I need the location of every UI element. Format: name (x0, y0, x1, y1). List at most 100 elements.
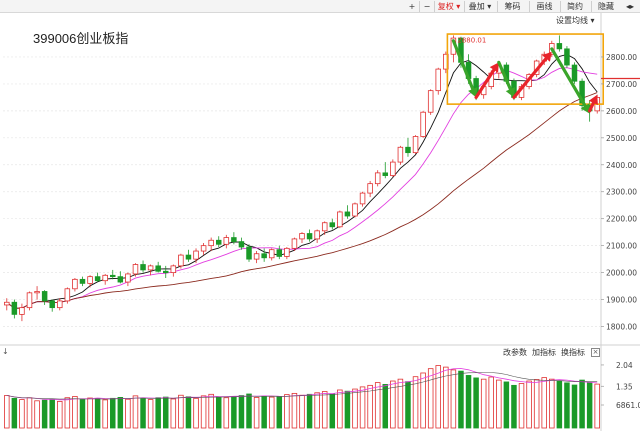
arrow-head (588, 94, 598, 105)
draw-line-button[interactable]: 画线 (536, 2, 553, 11)
ma-settings-dropdown[interactable]: 设置均线 ▾ (556, 16, 595, 25)
candle-body (41, 291, 48, 302)
candle-body (49, 300, 55, 309)
simple-mode-button[interactable]: 简约 (567, 2, 583, 11)
candle (64, 287, 71, 304)
edit-params-button[interactable]: 改参数 (503, 348, 527, 357)
candlestick-chart[interactable]: 2800.00 2700.00 2600.00 2500.00 2400.00 2300.… (0, 13, 640, 431)
volume-bar (397, 378, 404, 429)
candle (564, 46, 570, 68)
candle-body (420, 111, 426, 137)
candle-body (564, 48, 570, 66)
hide-button[interactable]: 隐藏 (598, 2, 614, 11)
high-price-annotation: 2880.01 (457, 36, 486, 44)
add-indicator-button[interactable]: 加指标 (532, 348, 556, 357)
scroll-arrows-button[interactable]: ◂▸ (625, 2, 635, 11)
volume-bar (405, 381, 411, 429)
candle (284, 247, 290, 260)
candle-body (200, 245, 207, 252)
volume-bar (571, 384, 578, 429)
volume-bar (261, 395, 267, 429)
candle (193, 248, 199, 264)
candle (117, 271, 124, 284)
candle (155, 261, 161, 273)
index-title: 399006创业板指 (33, 31, 129, 46)
close-panel-button[interactable]: × (591, 348, 600, 357)
volume-bar (57, 401, 63, 429)
volume-axis: 2.04 1.35 6861.00 (601, 361, 640, 410)
overlay-dropdown[interactable]: 叠加 ▾ (468, 2, 492, 11)
candle (261, 248, 267, 262)
volume-bar (579, 379, 585, 429)
volume-bar (178, 394, 184, 429)
volume-bar (594, 383, 600, 429)
candle (405, 137, 411, 157)
chart-gridlines (0, 13, 640, 431)
candle (337, 210, 343, 229)
candle (34, 286, 40, 300)
volume-bar (511, 384, 517, 429)
volume-bar (64, 397, 71, 429)
candle (382, 162, 389, 179)
candle (579, 78, 585, 111)
candle (397, 145, 404, 165)
volume-bar (427, 368, 434, 429)
arrow-shaft (512, 56, 548, 99)
volume-bar (367, 384, 373, 429)
candle (110, 269, 116, 280)
zoom-in-button[interactable]: + (408, 2, 416, 11)
adjust-price-dropdown[interactable]: 复权 ▾ (437, 2, 461, 11)
candle-body (374, 172, 381, 185)
consolidation-box-outline (446, 33, 605, 105)
candle (87, 275, 93, 288)
candle (571, 62, 578, 84)
candle-body (291, 238, 298, 249)
volume-bar (170, 398, 177, 429)
volume-tick-label: 6861.00 (616, 401, 640, 410)
candle (125, 272, 131, 287)
candle (390, 159, 396, 177)
candle-body (382, 172, 389, 176)
down-trend-arrow (497, 60, 515, 98)
candle-body (329, 222, 336, 228)
volume-bar (549, 378, 555, 429)
candle-body (64, 288, 71, 302)
collapse-arrow-icon[interactable]: ↓ (2, 347, 9, 356)
candle (246, 244, 252, 262)
volume-bar (94, 398, 101, 429)
zoom-out-button[interactable]: − (423, 2, 431, 11)
candle-body (117, 276, 124, 283)
volume-bar (41, 399, 48, 429)
volume-bar (215, 396, 222, 429)
volume-bar (412, 376, 419, 429)
candle (314, 229, 320, 243)
volume-bar (586, 382, 593, 429)
volume-bar (34, 400, 40, 429)
candle-body (556, 43, 563, 50)
candle-body (405, 146, 411, 154)
volume-bar (382, 384, 389, 429)
volume-bar (344, 390, 351, 429)
candle-body (337, 211, 343, 228)
candle (170, 264, 177, 277)
volume-bar (496, 379, 502, 429)
switch-indicator-button[interactable]: 换指标 (561, 348, 585, 357)
candle (102, 273, 108, 285)
volume-bar (163, 396, 169, 429)
volume-bar (132, 395, 139, 429)
volume-bar (49, 398, 55, 429)
candle (94, 272, 101, 283)
price-tick-label: 2200.00 (606, 215, 637, 224)
arrow-head (505, 87, 515, 98)
volume-bar (443, 366, 449, 429)
candle-body (314, 230, 320, 240)
candle (412, 135, 419, 154)
candle-body (178, 254, 184, 267)
volume-bar (253, 396, 260, 429)
candlestick-series (4, 35, 600, 322)
candle-body (390, 161, 396, 176)
candle (231, 232, 237, 245)
candle (291, 237, 298, 252)
price-axis: 2800.00 2700.00 2600.00 2500.00 2400.00 2300.… (601, 53, 640, 332)
chips-button[interactable]: 筹码 (504, 2, 521, 11)
